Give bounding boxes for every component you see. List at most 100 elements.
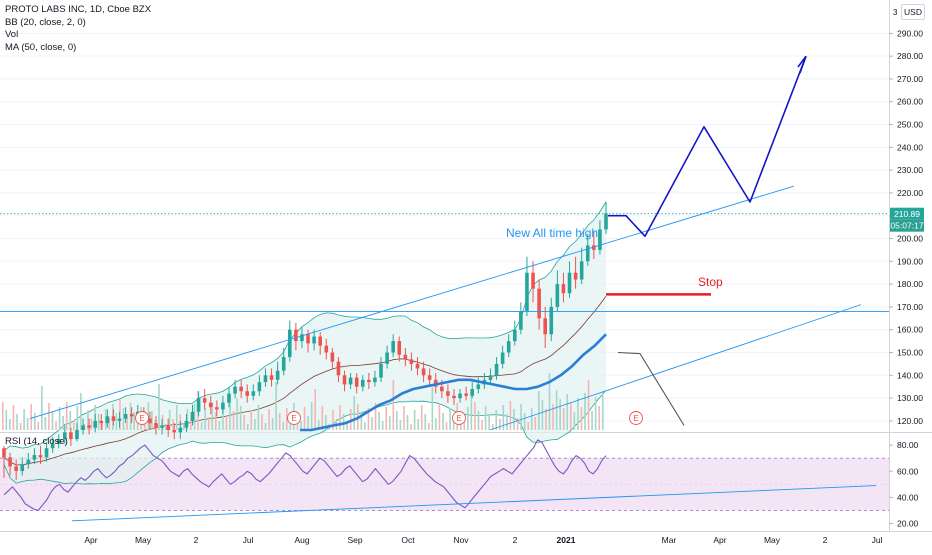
- legend-vol[interactable]: Vol: [5, 29, 19, 40]
- candle-body: [373, 377, 377, 383]
- volume-bar: [570, 403, 572, 430]
- volume-bar: [23, 409, 25, 430]
- volume-bar: [474, 402, 476, 430]
- candle-body: [488, 375, 493, 380]
- time-tick-label: 2: [194, 535, 199, 545]
- time-tick-label: Mar: [662, 535, 677, 545]
- bb-basis: [3, 295, 607, 466]
- volume-bar: [225, 416, 228, 430]
- volume-bar: [55, 421, 57, 430]
- rsi-legend[interactable]: RSI (14, close): [5, 436, 68, 447]
- volume-bar: [420, 405, 423, 430]
- candle-body: [50, 443, 55, 449]
- volume-bar: [481, 420, 483, 430]
- candle-body: [397, 341, 402, 355]
- candle-body: [415, 363, 420, 369]
- volume-bar: [165, 424, 167, 430]
- volume-bar: [353, 396, 356, 430]
- candle-body: [14, 466, 18, 472]
- volume-bar: [388, 416, 391, 430]
- volume-bar: [509, 401, 512, 430]
- volume-bar: [452, 417, 455, 430]
- price-tick-label: 140.00: [897, 370, 923, 380]
- volume-bar: [552, 404, 554, 430]
- volume-bar: [275, 382, 277, 430]
- volume-bar: [349, 409, 352, 430]
- candle-body: [336, 361, 341, 376]
- volume-bar: [491, 424, 494, 430]
- legend-bb[interactable]: BB (20, close, 2, 0): [5, 16, 86, 28]
- volume-bar: [307, 416, 309, 430]
- price-tick-label: 270.00: [897, 74, 923, 84]
- bb-upper: [3, 201, 607, 451]
- candle-body: [318, 336, 323, 346]
- rsi-tick-label: 20.00: [897, 518, 919, 528]
- earnings-marker-label: E: [139, 414, 144, 423]
- volume-bar: [502, 405, 505, 430]
- time-tick-label: Jul: [872, 535, 883, 545]
- volume-bar: [445, 422, 448, 430]
- volume-bar: [392, 380, 395, 430]
- volume-bar: [222, 407, 224, 430]
- candle-body: [215, 407, 219, 410]
- candle-body: [38, 455, 43, 458]
- volume-bar: [186, 409, 189, 430]
- volume-bar: [577, 398, 579, 430]
- volume-bar: [211, 403, 214, 430]
- downside-path: [617, 351, 685, 426]
- candle-body: [160, 425, 164, 428]
- candle-body: [117, 418, 122, 421]
- earnings-marker: E: [287, 411, 301, 425]
- volume-bar: [346, 423, 348, 430]
- candle-body: [409, 359, 414, 364]
- rsi-line: [3, 439, 607, 511]
- drawings: New All time high Stop: [0, 55, 889, 431]
- volume-bar: [495, 410, 498, 430]
- legend-title[interactable]: PROTO LABS INC, 1D, Cboe BZX: [5, 4, 152, 15]
- volume-bar: [243, 415, 245, 430]
- volume-bar: [360, 413, 363, 430]
- volume-bar: [30, 404, 32, 430]
- currency-button[interactable]: USD: [901, 4, 925, 20]
- last-price-value: 210.89: [894, 209, 920, 219]
- volume-bar: [261, 414, 263, 430]
- volume-bar: [488, 415, 490, 430]
- volume-bar: [129, 403, 132, 430]
- volume-bar: [19, 423, 22, 430]
- candle-body: [81, 425, 85, 430]
- price-tick-label: 190.00: [897, 256, 923, 266]
- volume-bar: [438, 404, 441, 430]
- price-tick-label: 230.00: [897, 165, 923, 175]
- price-tick-label: 150.00: [897, 347, 923, 357]
- time-tick-label: Jul: [243, 535, 254, 545]
- candle-body: [421, 368, 426, 376]
- volume-bar: [282, 422, 285, 430]
- volume-bar: [207, 417, 210, 430]
- volume-bar: [246, 424, 249, 430]
- price-tick-label: 130.00: [897, 393, 923, 403]
- volume-bar: [175, 405, 178, 430]
- volume-bar: [215, 412, 217, 430]
- candle-body: [227, 393, 231, 403]
- candle-body: [512, 329, 517, 342]
- volume-bar: [158, 384, 160, 430]
- volume-bar: [254, 419, 256, 430]
- volume-bar: [314, 389, 316, 430]
- volume-bar: [364, 422, 366, 430]
- earnings-marker: E: [629, 411, 643, 425]
- candle-body: [245, 391, 250, 396]
- volume-bar: [200, 422, 203, 430]
- volume-bar: [286, 408, 288, 430]
- volume-bar: [90, 419, 93, 430]
- candle-body: [506, 341, 511, 353]
- volume-bar: [271, 418, 274, 430]
- volume-bar: [239, 406, 242, 430]
- volume-bar: [545, 409, 547, 430]
- volume-bar: [26, 418, 29, 430]
- volume-bar: [562, 408, 565, 430]
- rsi-pane: 20.00 40.00 60.00 80.00: [0, 440, 919, 528]
- legend-ma[interactable]: MA (50, close, 0): [5, 41, 77, 53]
- candle-body: [525, 272, 529, 312]
- earnings-marker-label: E: [291, 414, 296, 423]
